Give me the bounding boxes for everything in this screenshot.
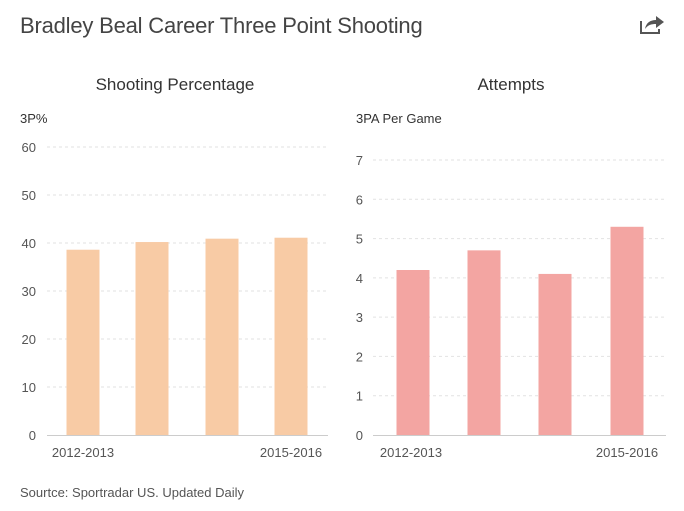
y-tick-label: 4 xyxy=(356,271,363,286)
page-title: Bradley Beal Career Three Point Shooting xyxy=(20,13,423,38)
charts-area: Shooting Percentage3P%01020304050602012-… xyxy=(20,75,666,460)
y-tick-label: 60 xyxy=(22,140,36,155)
source-note: Sourtce: Sportradar US. Updated Daily xyxy=(20,485,244,500)
y-tick-label: 40 xyxy=(22,236,36,251)
y-tick-label: 5 xyxy=(356,232,363,247)
x-tick-label: 2012-2013 xyxy=(380,445,442,460)
y-tick-label: 0 xyxy=(356,428,363,443)
y-tick-label: 7 xyxy=(356,153,363,168)
x-tick-label: 2012-2013 xyxy=(52,445,114,460)
bar-2015-2016[interactable] xyxy=(274,237,308,435)
x-tick-label: 2015-2016 xyxy=(596,445,658,460)
bar-2012-2013[interactable] xyxy=(396,270,430,435)
bar-2013-2014[interactable] xyxy=(467,250,501,435)
y-tick-label: 20 xyxy=(22,332,36,347)
y-tick-label: 30 xyxy=(22,284,36,299)
y-tick-label: 6 xyxy=(356,192,363,207)
bar-2014-2015[interactable] xyxy=(205,238,239,435)
y-tick-label: 3 xyxy=(356,310,363,325)
bar-2013-2014[interactable] xyxy=(135,242,169,435)
y-tick-label: 2 xyxy=(356,349,363,364)
y-tick-label: 1 xyxy=(356,389,363,404)
bar-2015-2016[interactable] xyxy=(610,226,644,435)
y-axis-label: 3P% xyxy=(20,111,48,126)
chart-title: Attempts xyxy=(477,75,544,94)
shooting-percentage-chart: Shooting Percentage 3P% 0 10 20 30 40 50 60 2012-… xyxy=(20,75,328,460)
chart-title: Shooting Percentage xyxy=(96,75,255,94)
bar-2012-2013[interactable] xyxy=(66,249,100,435)
y-tick-label: 0 xyxy=(29,428,36,443)
y-axis-label: 3PA Per Game xyxy=(356,111,442,126)
y-tick-label: 50 xyxy=(22,188,36,203)
x-tick-label: 2015-2016 xyxy=(260,445,322,460)
share-icon[interactable] xyxy=(638,12,666,36)
bar-2014-2015[interactable] xyxy=(538,273,572,435)
y-tick-label: 10 xyxy=(22,380,36,395)
attempts-chart: Attempts 3PA Per Game 0 1 2 3 4 5 6 7 2012-2013 201… xyxy=(356,75,666,460)
